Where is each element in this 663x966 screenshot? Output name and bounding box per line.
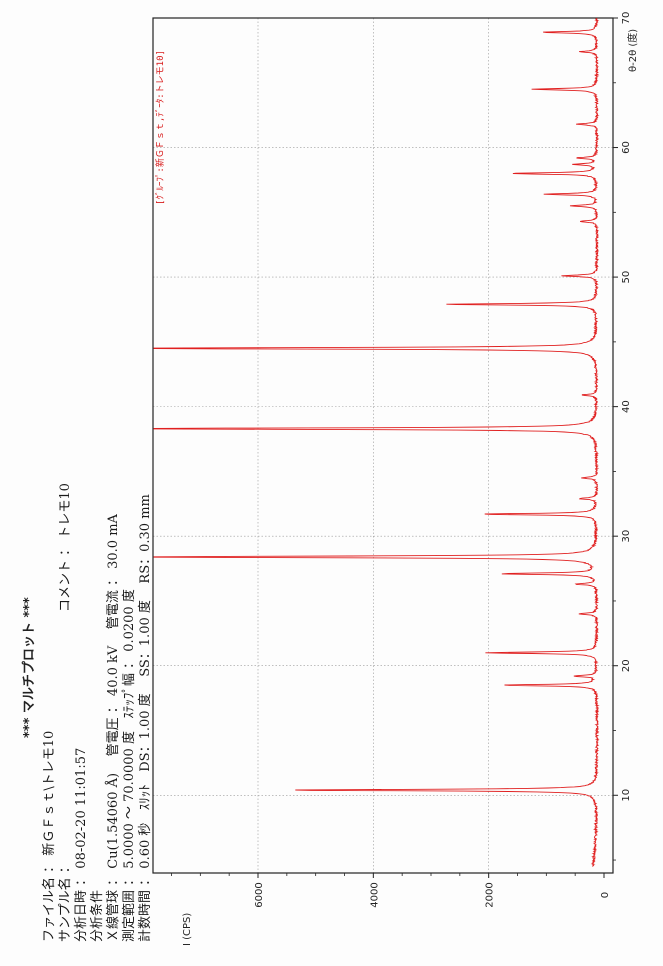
grid-lines (153, 18, 613, 873)
x-tick-label: 10 (621, 789, 632, 802)
x-tick-label: 40 (621, 400, 632, 413)
data-group-note: [ｸﾞﾙｰﾌﾟ:新ＧＦｓｔ,ﾃﾞｰﾀ:トレモ10] (154, 50, 166, 205)
x-tick-label: 50 (621, 271, 632, 284)
x-tick-label: 30 (621, 530, 632, 543)
y-tick-label: 0 (600, 892, 611, 898)
axis-labels: 10 20 30 40 50 60 70 0 2000 4000 6000 (254, 12, 632, 908)
x-tick-label: 20 (621, 659, 632, 672)
x-axis-label: θ-2θ (度) (626, 29, 639, 72)
y-tick-label: 6000 (254, 882, 265, 907)
x-tick-label: 70 (621, 12, 632, 25)
y-tick-label: 2000 (485, 882, 496, 907)
y-axis-label: I (CPS) (182, 913, 193, 946)
diffraction-trace (153, 17, 600, 867)
axis-ticks (171, 17, 618, 878)
x-tick-label: 60 (621, 141, 632, 154)
plot-frame (152, 17, 614, 874)
y-tick-label: 4000 (369, 882, 380, 907)
